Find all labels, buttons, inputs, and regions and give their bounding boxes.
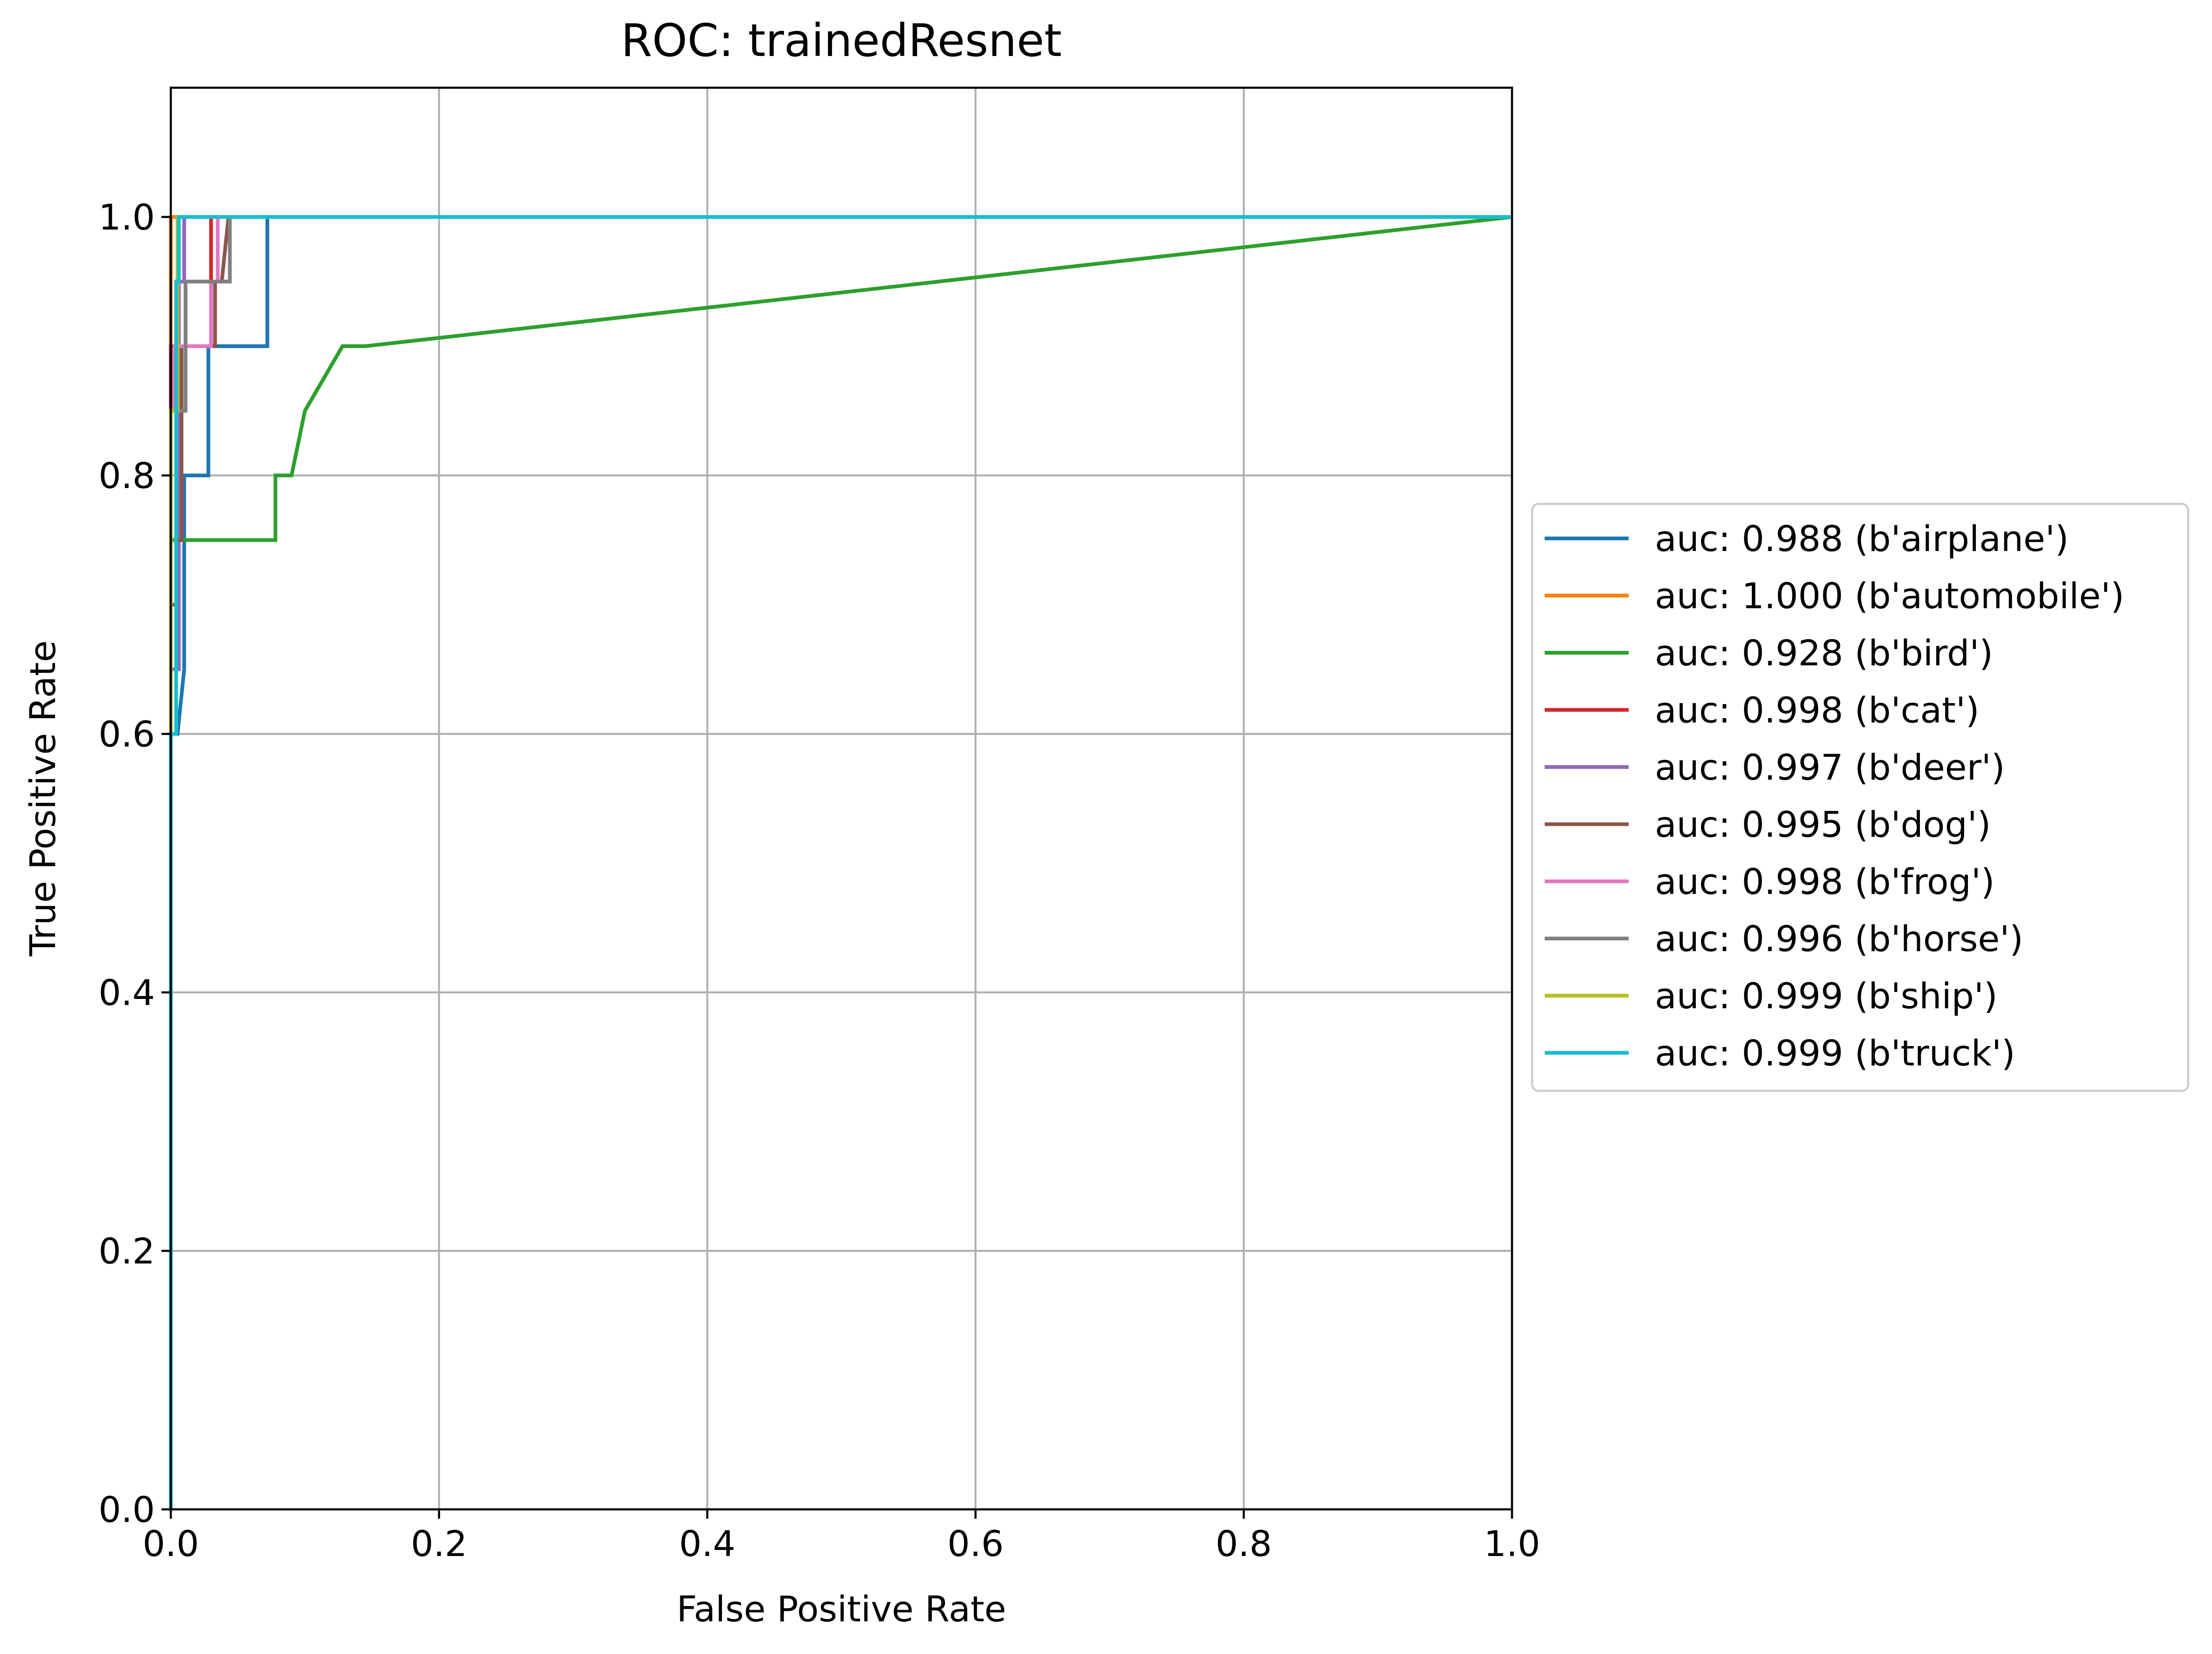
legend-label: auc: 0.999 (b'ship') <box>1655 975 1997 1017</box>
legend-label: auc: 0.988 (b'airplane') <box>1655 518 2069 559</box>
x-tick-label: 0.2 <box>411 1523 467 1564</box>
y-axis-label: True Positive Rate <box>22 641 63 957</box>
legend-item: auc: 0.997 (b'deer') <box>1545 747 2005 788</box>
legend-item: auc: 0.996 (b'horse') <box>1545 918 2023 960</box>
grid-layer <box>169 88 1513 1511</box>
plot-frame <box>169 86 1513 1511</box>
y-tick-label: 0.6 <box>98 713 155 755</box>
y-tick-label: 0.0 <box>98 1489 155 1530</box>
chart-title: ROC: trainedResnet <box>621 14 1062 67</box>
legend-item: auc: 0.999 (b'ship') <box>1545 975 1997 1017</box>
legend-label: auc: 0.999 (b'truck') <box>1655 1033 2015 1074</box>
plot-area <box>169 86 1513 1511</box>
x-tick-label: 1.0 <box>1484 1523 1540 1564</box>
plot-background <box>171 88 1512 1509</box>
legend-item: auc: 1.000 (b'automobile') <box>1545 575 2124 617</box>
legend-item: auc: 0.995 (b'dog') <box>1545 804 1991 845</box>
legend: auc: 0.988 (b'airplane') auc: 1.000 (b'au… <box>1531 502 2190 1092</box>
legend-item: auc: 0.988 (b'airplane') <box>1545 518 2069 559</box>
legend-label: auc: 1.000 (b'automobile') <box>1655 575 2124 617</box>
legend-item: auc: 0.999 (b'truck') <box>1545 1033 2015 1074</box>
x-axis-ticks: 0.0 0.2 0.4 0.6 0.8 1.0 <box>143 1509 1540 1564</box>
legend-label: auc: 0.928 (b'bird') <box>1655 632 1993 674</box>
y-axis-ticks: 0.0 0.2 0.4 0.6 0.8 1.0 <box>98 196 171 1530</box>
legend-frame <box>1531 502 2190 1092</box>
legend-label: auc: 0.996 (b'horse') <box>1655 918 2023 960</box>
legend-label: auc: 0.995 (b'dog') <box>1655 804 1991 845</box>
legend-item: auc: 0.998 (b'frog') <box>1545 861 1995 902</box>
y-tick-label: 1.0 <box>98 196 155 238</box>
x-tick-label: 0.8 <box>1216 1523 1272 1564</box>
x-tick-label: 0.6 <box>947 1523 1004 1564</box>
y-tick-label: 0.8 <box>98 455 155 496</box>
legend-label: auc: 0.998 (b'frog') <box>1655 861 1995 902</box>
series-line-2 <box>169 215 1512 1509</box>
legend-item: auc: 0.928 (b'bird') <box>1545 632 1993 674</box>
legend-items: auc: 0.988 (b'airplane') auc: 1.000 (b'au… <box>1545 518 2124 1074</box>
x-axis-label: False Positive Rate <box>677 1588 1006 1630</box>
legend-label: auc: 0.997 (b'deer') <box>1655 747 2005 788</box>
x-tick-label: 0.0 <box>143 1523 199 1564</box>
legend-item: auc: 0.998 (b'cat') <box>1545 690 1980 731</box>
legend-label: auc: 0.998 (b'cat') <box>1655 690 1980 731</box>
y-tick-label: 0.4 <box>98 972 155 1013</box>
y-tick-label: 0.2 <box>98 1230 155 1272</box>
x-tick-label: 0.4 <box>679 1523 735 1564</box>
